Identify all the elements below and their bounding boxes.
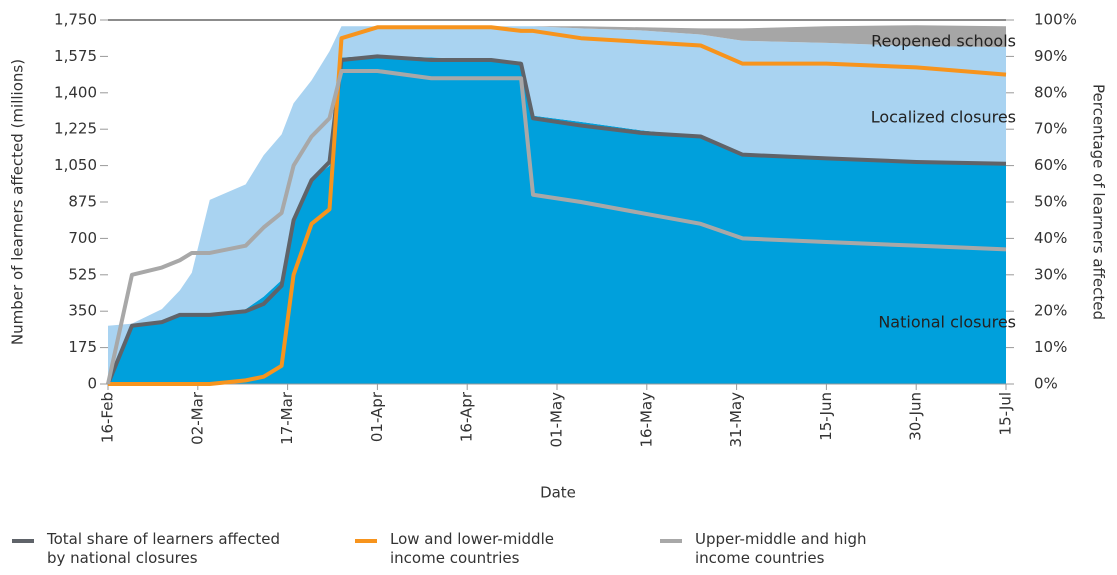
y-tick-label: 700 xyxy=(68,229,97,247)
y-tick-label: 525 xyxy=(68,265,97,283)
y2-tick-label: 90% xyxy=(1034,47,1067,65)
legend-item: Total share of learners affected by nati… xyxy=(12,530,297,568)
y-tick-label: 875 xyxy=(68,193,97,211)
legend-item: Upper-middle and high income countries xyxy=(660,530,895,568)
x-tick-label: 31-May xyxy=(727,392,745,448)
x-tick-label: 01-May xyxy=(548,392,566,448)
legend-swatch xyxy=(355,539,377,543)
x-tick-label: 15-Jul xyxy=(997,392,1015,435)
x-tick-label: 02-Mar xyxy=(188,391,206,445)
y2-tick-label: 30% xyxy=(1034,265,1067,283)
areas xyxy=(108,25,1006,385)
y2-tick-label: 0% xyxy=(1034,375,1058,393)
x-tick-label: 15-Jun xyxy=(817,392,835,441)
y2-tick-label: 60% xyxy=(1034,156,1067,174)
y-tick-label: 1,400 xyxy=(54,83,97,101)
area-label: Reopened schools xyxy=(871,32,1016,51)
y-tick-label: 1,575 xyxy=(54,47,97,65)
y2-tick-label: 20% xyxy=(1034,302,1067,320)
area xyxy=(108,26,1006,385)
y-tick-label: 175 xyxy=(68,338,97,356)
chart: Date Number of learners affected (millio… xyxy=(9,11,1108,501)
y-tick-label: 1,225 xyxy=(54,120,97,138)
x-tick-label: 30-Jun xyxy=(907,392,925,441)
legend-label: Low and lower-middle income countries xyxy=(390,530,554,567)
line xyxy=(108,25,1007,386)
y-tick-label: 350 xyxy=(68,302,97,320)
y2-tick-label: 70% xyxy=(1034,120,1067,138)
y-axis-label: Number of learners affected (millions) xyxy=(9,59,27,345)
area xyxy=(108,55,1006,385)
x-axis-label: Date xyxy=(540,484,576,501)
x-tick-label: 16-Apr xyxy=(458,391,476,442)
y2-axis-label: Percentage of learners affected xyxy=(1090,84,1108,320)
legend-swatch xyxy=(660,539,682,543)
y2-tick-label: 80% xyxy=(1034,83,1067,101)
x-tick-label: 17-Mar xyxy=(278,391,296,445)
legend-label: Total share of learners affected by nati… xyxy=(47,530,280,567)
line xyxy=(106,68,1007,385)
legend-item: Low and lower-middle income countries xyxy=(355,530,605,568)
x-tick-label: 01-Apr xyxy=(368,391,386,442)
y2-tick-label: 10% xyxy=(1034,338,1067,356)
y-tick-label: 0 xyxy=(87,375,97,393)
y-tick-label: 1,750 xyxy=(54,11,97,29)
y2-tick-label: 100% xyxy=(1034,11,1077,29)
x-tick-label: 16-May xyxy=(637,392,655,448)
legend-label: Upper-middle and high income countries xyxy=(695,530,867,567)
y2-tick-label: 50% xyxy=(1034,193,1067,211)
area-label: National closures xyxy=(878,313,1016,332)
legend-swatch xyxy=(12,539,34,543)
y2-tick-label: 40% xyxy=(1034,229,1067,247)
area-label: Localized closures xyxy=(871,108,1016,127)
x-tick-label: 16-Feb xyxy=(99,392,117,443)
y-tick-label: 1,050 xyxy=(54,156,97,174)
